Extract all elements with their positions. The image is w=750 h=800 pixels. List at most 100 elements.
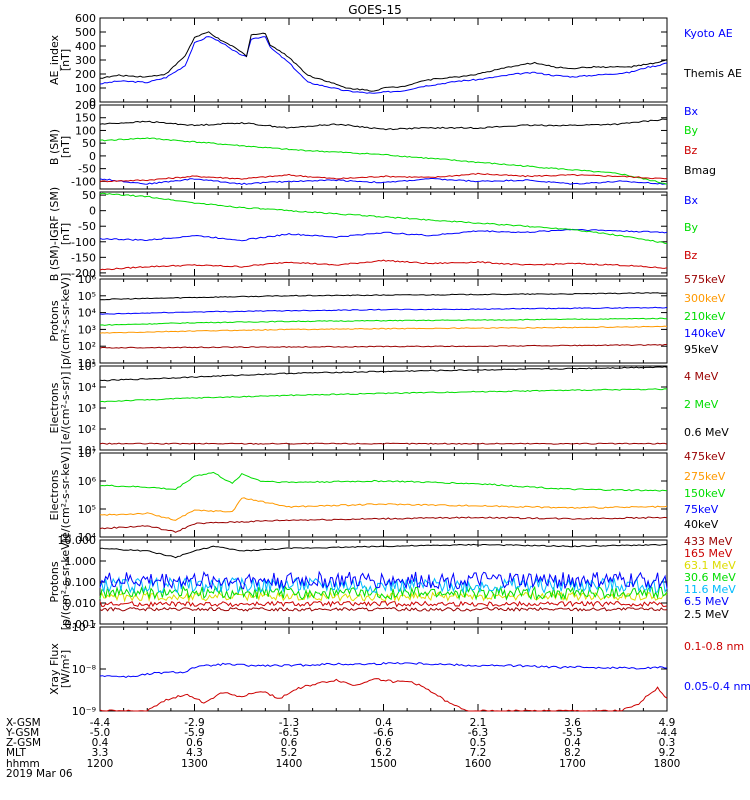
series-line-165-mev [99,600,668,608]
ytick-label: 10⁴ [78,531,97,544]
legend-entry: Bz [684,249,698,262]
series-line-11-6-mev [99,576,668,595]
y-axis-label: Electrons [48,382,61,433]
series-line-bz [99,172,668,183]
legend-entry: 2.5 MeV [684,608,729,621]
y-axis-label: [nT] [59,49,72,71]
y-axis-label: Electrons [48,469,61,520]
legend-entry: Bx [684,194,699,207]
y-axis-label: [p/(cm²-s-sr-keV)] [59,273,72,370]
series-line-themis-ae [99,31,668,92]
ytick-label: 0.001 [65,618,97,631]
xaxis-row-value: 0.5 [470,737,487,749]
xaxis-row-value: 0.6 [186,737,203,749]
ytick-label: 0 [89,150,96,163]
xaxis-row-label: hhmm [6,758,40,770]
y-axis-label: AE_index [48,34,61,85]
ytick-label: 200 [75,99,96,112]
xaxis-row-value: 0.3 [659,737,676,749]
ytick-label: 10⁻⁷ [72,621,96,634]
xaxis-row-value: 0.4 [92,737,109,749]
xaxis-row-value: 0.6 [375,737,392,749]
ytick-label: 600 [75,12,96,25]
ytick-label: 10⁴ [78,307,97,320]
ytick-label: -200 [71,267,96,280]
legend-entry: 140keV [684,327,726,340]
ytick-label: 100 [75,82,96,95]
ytick-label: 10⁴ [78,381,97,394]
legend-entry: 210keV [684,310,726,323]
series-line-2-5-mev [99,543,668,559]
xaxis-row-value: 3.3 [92,747,109,759]
xaxis-row-value: 7.2 [470,747,487,759]
ytick-label: 1.000 [65,555,97,568]
xaxis-row-label: Y-GSM [5,727,39,739]
ytick-label: -100 [71,236,96,249]
y-axis-label: Protons [48,300,61,341]
panel-frame [99,626,668,712]
legend-entry: 4 MeV [684,370,719,383]
xaxis-row-value: -5.0 [90,727,111,739]
ytick-label: 10¹ [78,444,96,457]
ytick-label: 10² [78,423,96,436]
panel-2: -200 -150 -100 -50 0 50 B (SM)-IGRF (SM)[nT] Bx… [48,187,699,281]
xaxis-row-value: -5.9 [184,727,205,739]
series-line-bx [99,178,668,185]
series-line-0-6-mev [99,366,668,382]
legend-entry: 0.05-0.4 nm [684,680,750,693]
xaxis-row-value: 1500 [370,758,397,770]
xaxis-row-value: 1800 [654,758,681,770]
xaxis-row-label: Z-GSM [6,737,41,749]
ytick-label: 10⁵ [78,503,96,516]
y-axis-label: [e/(cm²-s-sr-keV)] [59,447,72,543]
ytick-label: 0 [89,96,96,109]
plot-title: GOES-15 [348,3,402,17]
series-line-bz [99,259,668,271]
series-line-275kev [99,497,668,521]
y-axis-label: [nT] [59,136,72,158]
ytick-label: 500 [75,26,96,39]
y-axis-label: Protons [48,561,61,602]
xaxis-row-value: 0.4 [375,717,392,729]
series-line-210kev [99,317,667,326]
ytick-label: 150 [75,112,96,125]
legend-entry: Bx [684,105,699,118]
panel-frame [99,452,668,538]
ytick-label: 10⁶ [78,273,97,286]
series-line-2-mev [99,388,668,403]
xaxis-row-value: 1200 [87,758,114,770]
xaxis-row-value: 9.2 [659,747,676,759]
ytick-label: 10³ [78,323,96,336]
legend-entry: 575keV [684,273,726,286]
xaxis-row-value: -4.4 [657,727,678,739]
legend-entry: Kyoto AE [684,27,733,40]
xaxis-row-value: 1700 [559,758,586,770]
ytick-label: 200 [75,68,96,81]
series-line-140kev [99,306,668,315]
ytick-label: 10³ [78,402,96,415]
panel-4: 10¹ 10² 10³ 10⁴ 10⁵ Electrons[e/(cm²-s-sr)] 4 … [48,360,729,457]
legend-entry: 75keV [684,503,719,516]
series-line-0-1-0-8-nm [99,678,668,712]
xaxis-row-value: 3.6 [564,717,581,729]
legend-entry: By [684,124,699,137]
ytick-label: 50 [82,189,96,202]
ytick-label: 10.000 [58,534,97,547]
legend-entry: Bz [684,144,698,157]
xaxis-row-value: 1400 [276,758,303,770]
legend-entry: 475keV [684,450,726,463]
ytick-label: 300 [75,54,96,67]
legend-entry: 0.6 MeV [684,426,729,439]
xaxis-row-value: 4.9 [659,717,676,729]
legend-entry: 275keV [684,470,726,483]
series-line-63-1-mev [99,591,668,603]
ytick-label: 10⁻⁸ [72,663,97,676]
legend-entry: 30.6 MeV [684,571,736,584]
y-axis-label: [p/(cm²-s-sr-keV)] [59,534,72,631]
series-line-575kev [99,344,667,349]
xaxis-row-value: -6.5 [279,727,300,739]
legend-entry: 95keV [684,343,719,356]
